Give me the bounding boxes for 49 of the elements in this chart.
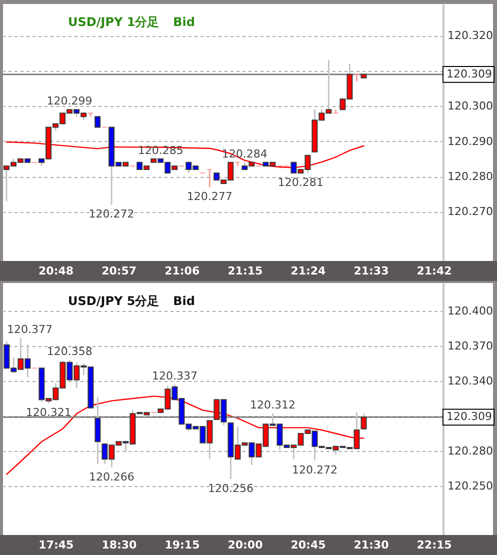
x-tick-label: 21:15 bbox=[228, 264, 263, 278]
annotation: 120.256 bbox=[208, 482, 254, 495]
x-tick-label: 21:30 bbox=[354, 538, 390, 552]
ref-line-label: 120.309 bbox=[446, 67, 492, 80]
x-tick-label: 21:33 bbox=[354, 264, 389, 278]
candlestick bbox=[354, 74, 360, 82]
x-tick-label: 17:45 bbox=[38, 538, 74, 552]
x-tick-label: 21:06 bbox=[164, 264, 200, 278]
y-tick-label: 120.290 bbox=[448, 134, 493, 148]
y-tick-label: 120.320 bbox=[448, 29, 493, 42]
annotation: 120.272 bbox=[292, 463, 338, 476]
annotation: 120.337 bbox=[152, 370, 198, 382]
annotation: 120.272 bbox=[88, 208, 134, 221]
x-tick-label: 22:15 bbox=[416, 538, 452, 552]
x-tick-label: 21:42 bbox=[416, 264, 452, 278]
annotation: 120.312 bbox=[250, 398, 296, 412]
x-tick-label: 19:15 bbox=[164, 538, 200, 552]
text: USD/JPY 5分足 bbox=[68, 294, 160, 308]
x-tick-label: 20:45 bbox=[290, 538, 326, 552]
candlestick bbox=[206, 168, 213, 188]
annotation: 120.277 bbox=[186, 190, 232, 204]
annotation: 120.285 bbox=[138, 144, 184, 157]
annotation: 120.266 bbox=[88, 470, 134, 484]
y-tick-label: 120.300 bbox=[448, 100, 493, 113]
y-tick-label: 120.280 bbox=[448, 170, 493, 184]
text: USD/JPY 1分足 bbox=[68, 15, 160, 29]
y-tick-label: 120.370 bbox=[448, 340, 493, 352]
x-tick-label: 20:57 bbox=[102, 264, 137, 278]
y-tick-label: 120.340 bbox=[448, 374, 493, 388]
x-tick-label: 20:48 bbox=[38, 264, 74, 278]
annotation: 120.321 bbox=[26, 406, 72, 420]
annotation: 120.377 bbox=[7, 322, 52, 336]
y-tick-label: 120.270 bbox=[448, 205, 493, 218]
x-tick-label: 20:00 bbox=[228, 538, 264, 552]
candlestick bbox=[360, 74, 367, 78]
y-tick-label: 120.280 bbox=[448, 444, 493, 458]
x-tick-label: 18:30 bbox=[102, 538, 138, 552]
y-tick-label: 120.400 bbox=[448, 304, 493, 318]
candlestick bbox=[94, 396, 101, 465]
candlestick bbox=[360, 412, 367, 430]
annotation: 120.358 bbox=[46, 345, 92, 358]
annotation: 120.299 bbox=[46, 94, 92, 108]
text: Bid bbox=[173, 15, 195, 29]
annotation: 120.281 bbox=[278, 176, 324, 189]
x-tick-label: 21:24 bbox=[290, 264, 326, 278]
y-tick-label: 120.250 bbox=[448, 480, 493, 492]
candlestick bbox=[94, 116, 101, 128]
ref-line-label: 120.309 bbox=[446, 410, 492, 424]
text: Bid bbox=[173, 294, 195, 308]
